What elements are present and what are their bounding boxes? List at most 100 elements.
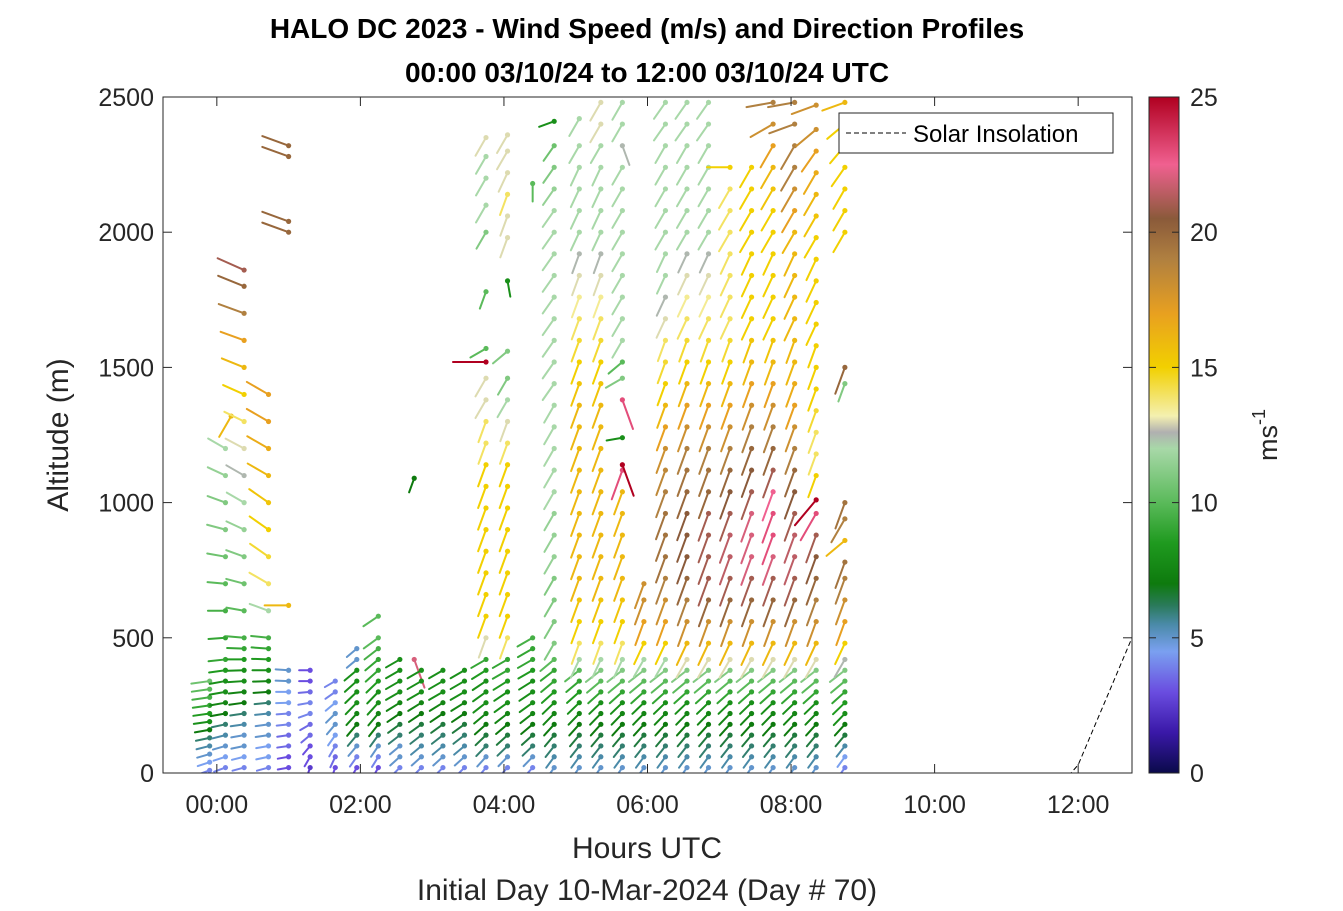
wind-barb xyxy=(696,700,712,715)
wind-barb xyxy=(570,554,582,581)
wind-barb xyxy=(209,700,229,707)
wind-barb xyxy=(477,591,489,618)
wind-barb xyxy=(516,656,536,669)
wind-barb xyxy=(477,635,489,659)
wind-barb xyxy=(832,710,848,727)
wind-barb xyxy=(676,489,690,520)
wind-barb xyxy=(655,294,669,317)
wind-barb xyxy=(698,402,712,430)
wind-barb xyxy=(761,510,776,544)
wind-barb xyxy=(255,764,272,772)
wind-barb xyxy=(543,575,557,596)
wind-barb xyxy=(807,343,819,369)
wind-barb xyxy=(207,656,229,663)
wind-barb xyxy=(231,764,247,772)
wind-barb xyxy=(363,646,381,661)
wind-barb xyxy=(655,732,669,748)
wind-barb xyxy=(739,710,755,726)
wind-barb xyxy=(538,118,557,128)
wind-barb xyxy=(406,678,424,691)
wind-barb xyxy=(613,554,625,581)
wind-barb xyxy=(410,754,424,767)
wind-barb xyxy=(834,732,848,748)
wind-barb xyxy=(569,186,582,209)
wind-barb xyxy=(325,721,338,736)
wind-barb xyxy=(804,710,819,726)
wind-barb xyxy=(696,99,712,120)
wind-barb xyxy=(761,554,776,586)
wind-barb xyxy=(611,316,625,338)
y-tick-label: 0 xyxy=(140,760,154,788)
wind-barb xyxy=(718,207,733,231)
wind-barb xyxy=(517,667,536,680)
wind-barb xyxy=(784,618,798,648)
wind-barb xyxy=(677,251,690,274)
wind-barb xyxy=(499,635,511,660)
wind-barb xyxy=(629,678,647,694)
wind-barb xyxy=(783,575,798,607)
wind-barb xyxy=(718,229,733,253)
wind-barb xyxy=(785,754,798,769)
wind-barb xyxy=(471,667,489,680)
wind-barb xyxy=(370,743,381,758)
wind-barb xyxy=(591,186,604,209)
wind-barb xyxy=(366,700,381,716)
wind-barb xyxy=(739,207,755,232)
wind-barb xyxy=(365,678,381,694)
wind-barb xyxy=(406,667,424,680)
wind-barb xyxy=(213,764,229,773)
wind-barb xyxy=(570,294,582,319)
wind-barb xyxy=(697,489,712,520)
wind-barb xyxy=(721,337,733,363)
wind-barb xyxy=(477,462,489,488)
wind-barb xyxy=(677,424,690,453)
wind-barb xyxy=(475,153,489,175)
wind-barb xyxy=(832,186,848,210)
wind-barb xyxy=(696,121,712,142)
wind-barb xyxy=(783,554,798,586)
wind-barb xyxy=(451,721,468,734)
wind-barb xyxy=(760,164,776,190)
wind-barb xyxy=(721,359,733,385)
wind-barb xyxy=(653,710,669,726)
wind-barb xyxy=(261,145,292,160)
wind-barb xyxy=(248,488,272,506)
wind-barb xyxy=(480,764,489,773)
wind-barb xyxy=(263,602,292,608)
wind-barb xyxy=(611,294,625,316)
wind-barb xyxy=(591,229,604,252)
wind-barb xyxy=(783,532,798,564)
wind-barb xyxy=(518,678,536,691)
wind-barb xyxy=(718,656,733,679)
wind-barb xyxy=(518,689,536,702)
wind-barb xyxy=(740,575,755,607)
wind-barb xyxy=(498,505,511,531)
wind-barb xyxy=(675,656,690,679)
wind-barb xyxy=(675,229,690,251)
wind-barb xyxy=(543,640,557,661)
solar-insolation-line xyxy=(163,637,1132,773)
wind-barb xyxy=(362,635,381,650)
wind-barb xyxy=(676,597,690,627)
wind-barb xyxy=(476,754,489,768)
wind-barb xyxy=(541,251,557,272)
wind-barb xyxy=(634,754,647,769)
legend: Solar Insolation xyxy=(838,112,1114,154)
wind-barb xyxy=(760,700,776,715)
wind-barb xyxy=(453,754,468,767)
wind-barb xyxy=(607,678,625,694)
wind-barb xyxy=(206,608,229,614)
wind-barb xyxy=(783,316,798,342)
wind-barb xyxy=(298,667,313,673)
wind-barb xyxy=(763,381,776,409)
wind-barb xyxy=(784,467,798,498)
wind-barb xyxy=(694,689,712,705)
wind-barb xyxy=(800,148,819,173)
wind-barb xyxy=(784,424,798,453)
wind-barb xyxy=(452,359,489,365)
wind-barb xyxy=(632,721,647,737)
wind-barb xyxy=(543,510,557,532)
wind-barb xyxy=(807,472,819,499)
wind-barb xyxy=(675,207,690,229)
wind-barb xyxy=(608,689,625,705)
